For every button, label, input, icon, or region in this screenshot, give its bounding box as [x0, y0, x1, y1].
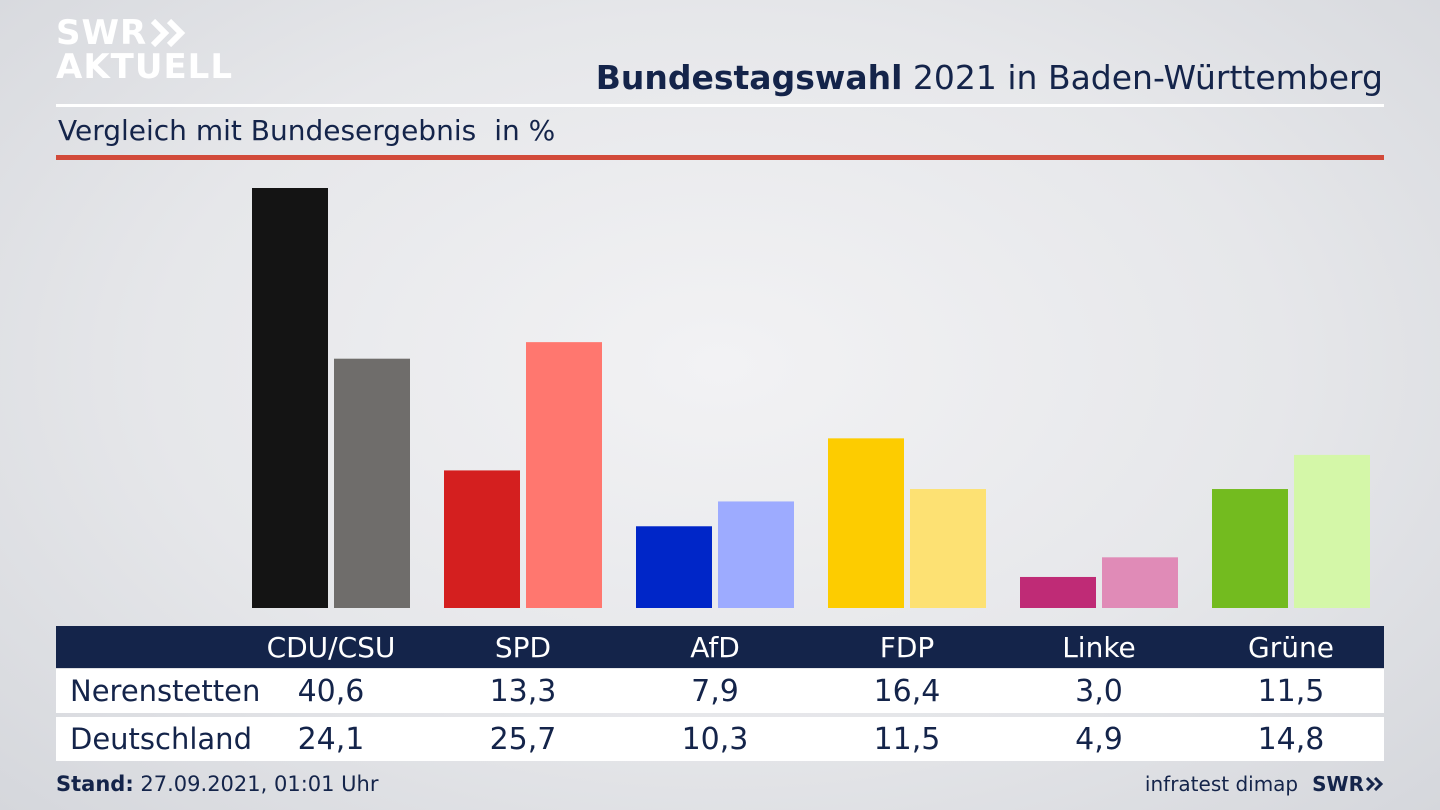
- accent-rule: [56, 155, 1384, 160]
- column-header: Grüne: [1248, 630, 1334, 664]
- bar-linke-nerenstetten: [1020, 576, 1096, 608]
- row-label: Nerenstetten: [70, 674, 261, 708]
- column-header: Linke: [1062, 630, 1136, 664]
- bar-cducsu-nerenstetten: [252, 188, 328, 608]
- stand-value: 27.09.2021, 01:01 Uhr: [133, 772, 379, 796]
- brand-text: SWR: [1312, 772, 1364, 796]
- source-credit: infratest dimap SWR: [1145, 772, 1384, 796]
- logo-aktuell-text: AKTUELL: [56, 47, 234, 87]
- table-cell: 11,5: [873, 721, 941, 757]
- logo-swr-text: SWR: [56, 13, 148, 53]
- bar-spd-deutschland: [526, 342, 602, 608]
- table-cell: 25,7: [489, 721, 557, 757]
- header-divider: [56, 104, 1384, 107]
- title-bold: Bundestagswahl: [595, 58, 903, 97]
- table-cell: 24,1: [297, 721, 365, 757]
- bar-chart: [252, 188, 1370, 608]
- table-cell: 13,3: [489, 673, 557, 709]
- bar-cducsu-deutschland: [334, 358, 410, 608]
- column-header: CDU/CSU: [266, 630, 396, 664]
- bar-grne-deutschland: [1294, 454, 1370, 608]
- row-label: Deutschland: [70, 722, 252, 756]
- table-cell: 4,9: [1075, 721, 1123, 757]
- bar-afd-nerenstetten: [636, 526, 712, 608]
- table-header-row: CDU/CSU SPD AfD FDP Linke Grüne: [56, 626, 1384, 668]
- table-cell: 14,8: [1257, 721, 1325, 757]
- bar-spd-nerenstetten: [444, 470, 520, 608]
- table-cell: 7,9: [691, 673, 739, 709]
- chart-subtitle: Vergleich mit Bundesergebnis in %: [58, 114, 555, 147]
- subtitle-text: Vergleich mit Bundesergebnis: [58, 114, 477, 147]
- table-cell: 16,4: [873, 673, 941, 709]
- bar-fdp-nerenstetten: [828, 438, 904, 608]
- stand-label: Stand:: [56, 772, 134, 796]
- subtitle-unit: in %: [494, 114, 556, 147]
- swr-aktuell-logo: SWR AKTUELL: [56, 16, 233, 84]
- bar-grne-nerenstetten: [1212, 489, 1288, 608]
- table-cell: 40,6: [297, 673, 365, 709]
- bar-fdp-deutschland: [910, 489, 986, 608]
- bar-linke-deutschland: [1102, 557, 1178, 608]
- table-row: Deutschland 24,1 25,7 10,3 11,5 4,9 14,8: [56, 717, 1384, 761]
- table-row: Nerenstetten 40,6 13,3 7,9 16,4 3,0 11,5: [56, 669, 1384, 713]
- title-rest: 2021 in Baden-Württemberg: [902, 58, 1383, 97]
- table-cell: 3,0: [1075, 673, 1123, 709]
- timestamp: Stand: 27.09.2021, 01:01 Uhr: [56, 772, 379, 796]
- table-cell: 10,3: [681, 721, 749, 757]
- chevrons-icon: [151, 19, 186, 47]
- page-title: Bundestagswahl 2021 in Baden-Württemberg: [596, 58, 1383, 97]
- bar-afd-deutschland: [718, 501, 794, 608]
- chevrons-icon: [1366, 777, 1384, 791]
- column-header: FDP: [879, 630, 935, 664]
- source-text: infratest dimap: [1144, 772, 1299, 796]
- column-header: SPD: [494, 630, 552, 664]
- table-cell: 11,5: [1257, 673, 1325, 709]
- column-header: AfD: [690, 630, 740, 664]
